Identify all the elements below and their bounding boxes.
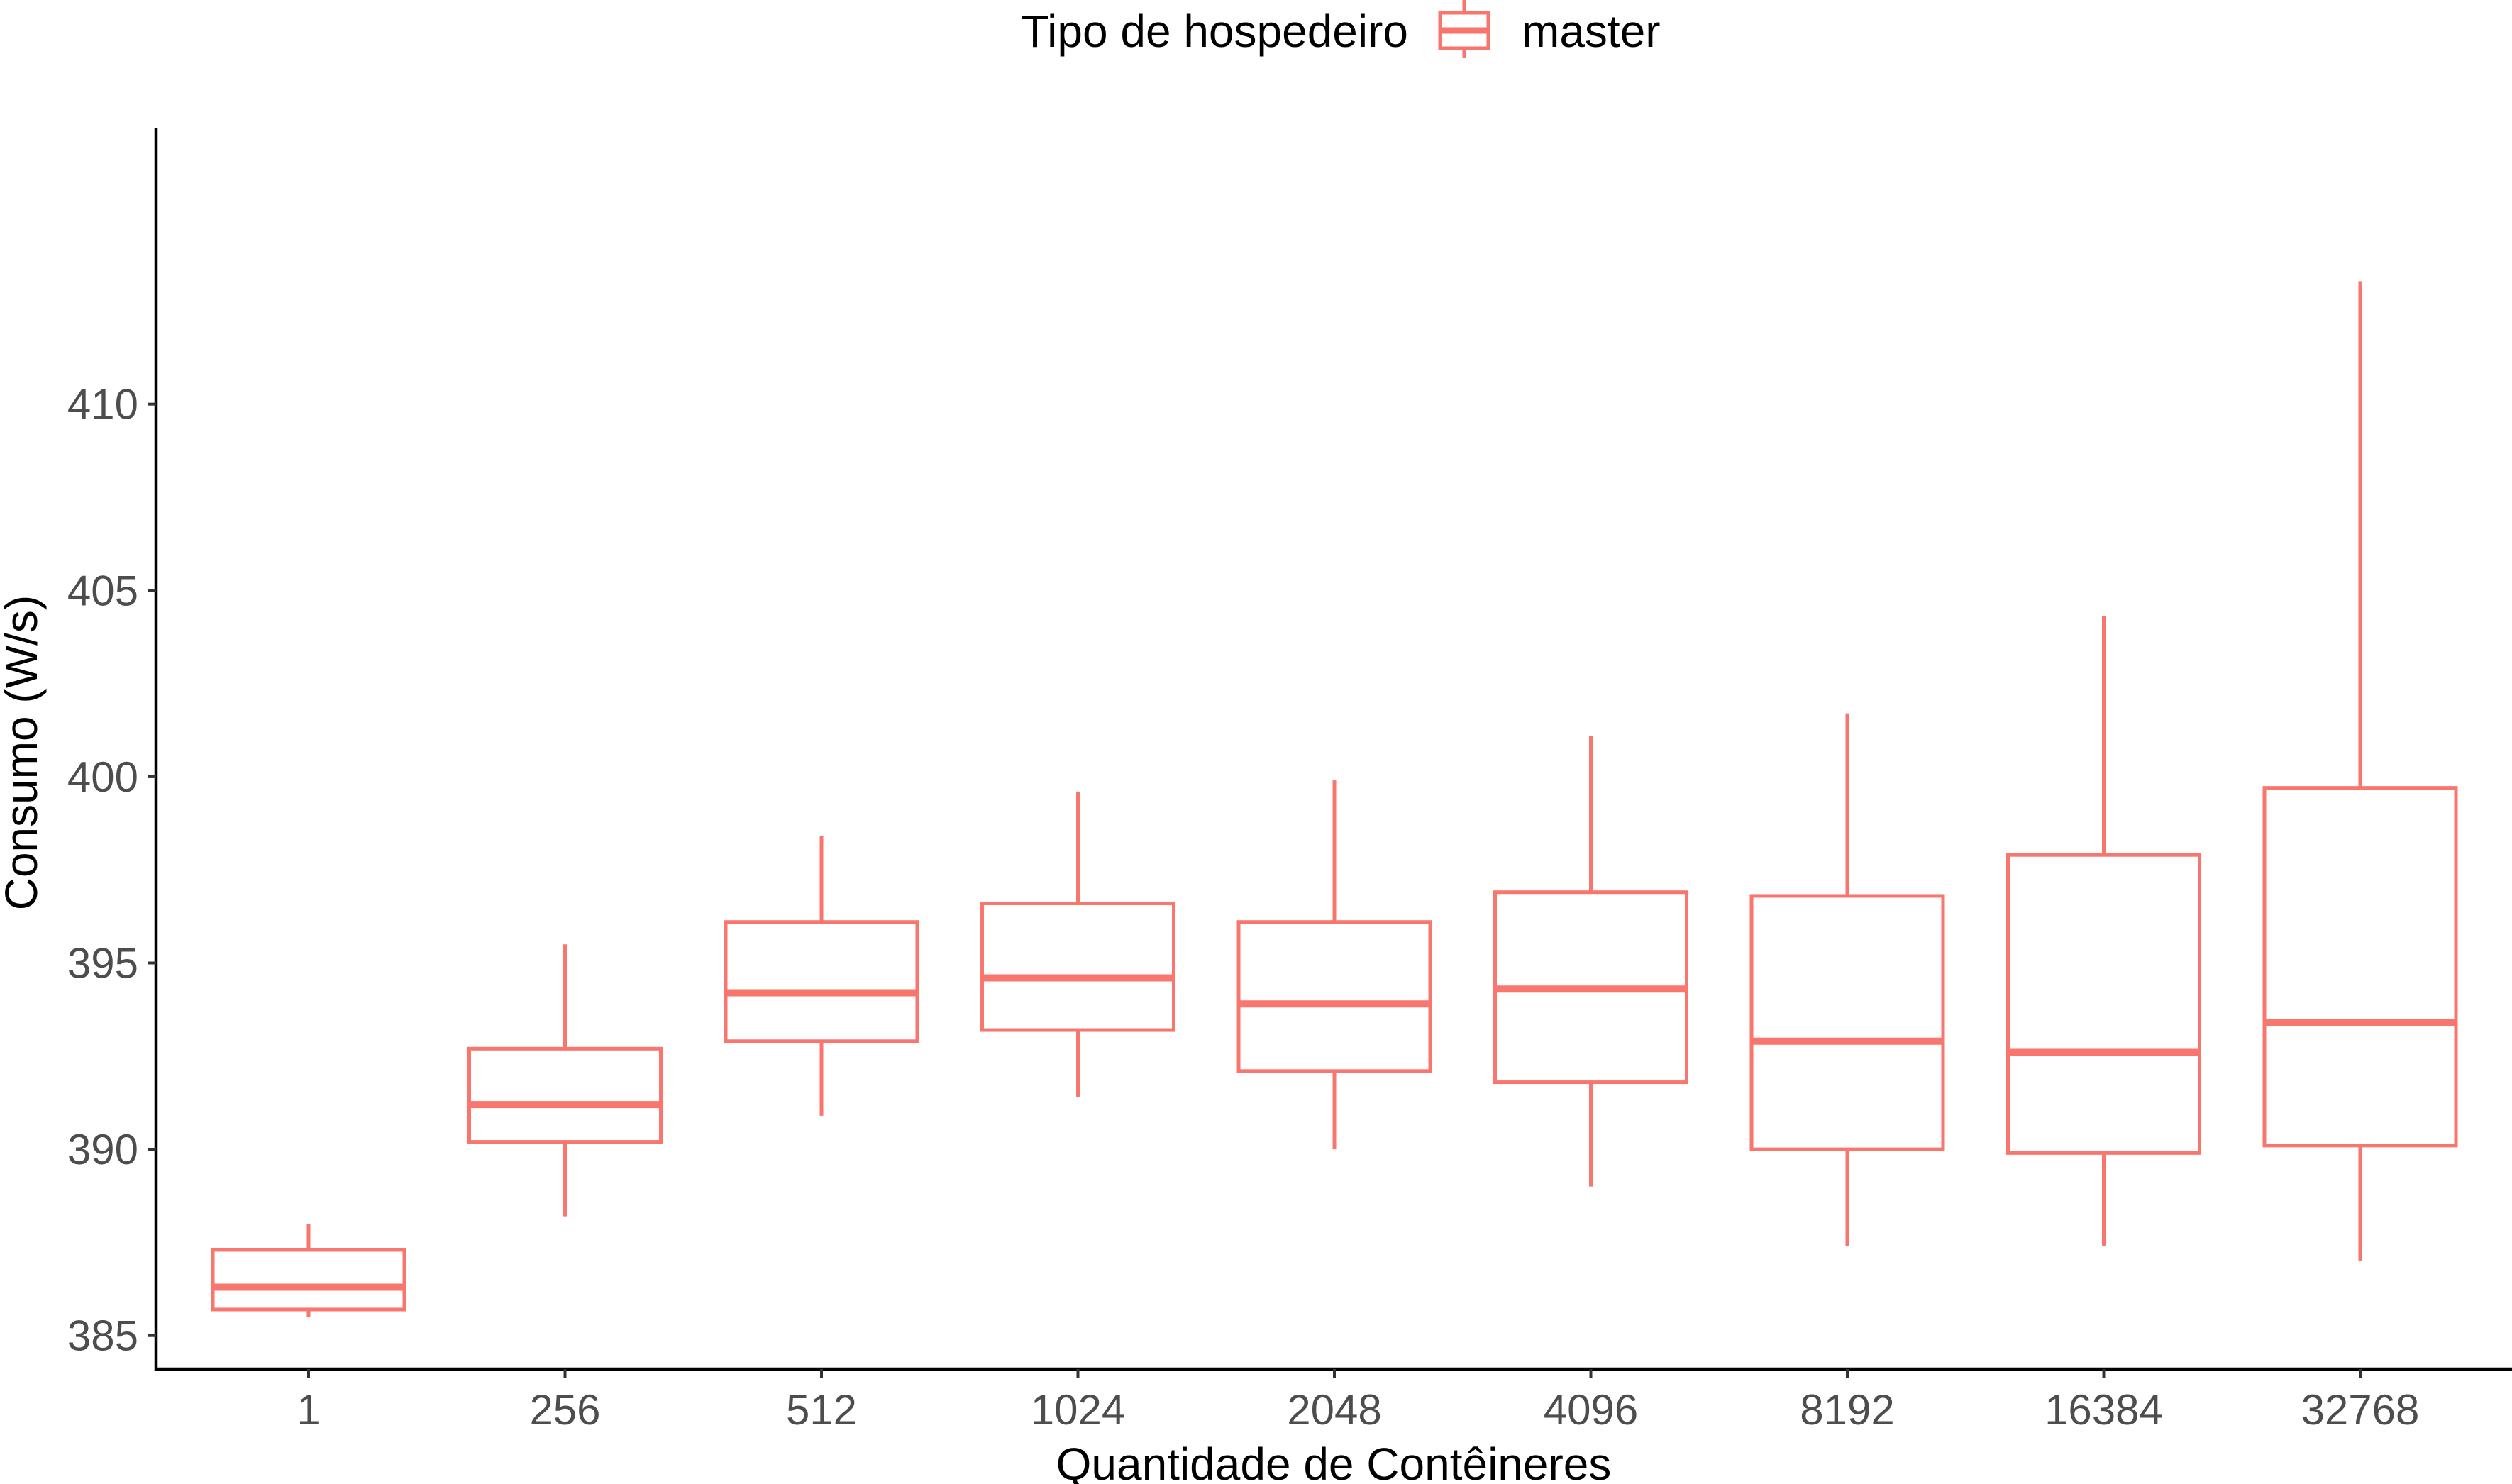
x-tick-label: 256: [529, 1386, 600, 1434]
iqr-box: [724, 920, 919, 1043]
box-1024: [980, 791, 1175, 1097]
x-tick-label: 4096: [1544, 1386, 1638, 1434]
iqr-box: [2006, 853, 2201, 1155]
x-tick-label: 512: [786, 1386, 857, 1434]
box-512: [724, 836, 919, 1116]
legend: Tipo de hospedeiro master: [1021, 0, 1661, 58]
iqr-box: [980, 901, 1175, 1032]
y-tick-label: 395: [67, 940, 138, 987]
iqr-box: [467, 1046, 663, 1144]
legend-key-icon: [1438, 0, 1490, 58]
box-8192: [1749, 713, 1945, 1246]
x-tick-label: 1024: [1031, 1386, 1125, 1434]
x-tick-label: 8192: [1800, 1386, 1894, 1434]
y-tick-label: 385: [67, 1312, 138, 1360]
y-axis-title: Consumo (W/s): [0, 595, 47, 911]
box-4096: [1493, 736, 1688, 1187]
y-tick-label: 400: [67, 753, 138, 801]
iqr-box: [211, 1248, 406, 1312]
box-1: [211, 1224, 406, 1317]
x-tick-label: 16384: [2045, 1386, 2163, 1434]
box-16384: [2006, 616, 2201, 1246]
iqr-box: [1749, 894, 1945, 1151]
y-tick-label: 405: [67, 567, 138, 614]
box-2048: [1236, 780, 1432, 1150]
box-256: [467, 944, 663, 1217]
legend-entry-master: master: [1522, 6, 1661, 57]
x-axis-title: Quantidade de Contêineres: [1056, 1439, 1612, 1484]
iqr-box: [1236, 920, 1432, 1073]
iqr-box: [2262, 786, 2458, 1148]
y-tick-label: 410: [67, 381, 138, 428]
x-tick-label: 2048: [1287, 1386, 1381, 1434]
x-tick-label: 1: [297, 1386, 320, 1434]
legend-title: Tipo de hospedeiro: [1021, 6, 1408, 57]
y-tick-label: 390: [67, 1126, 138, 1173]
x-tick-label: 32768: [2301, 1386, 2420, 1434]
box-32768: [2262, 281, 2458, 1261]
